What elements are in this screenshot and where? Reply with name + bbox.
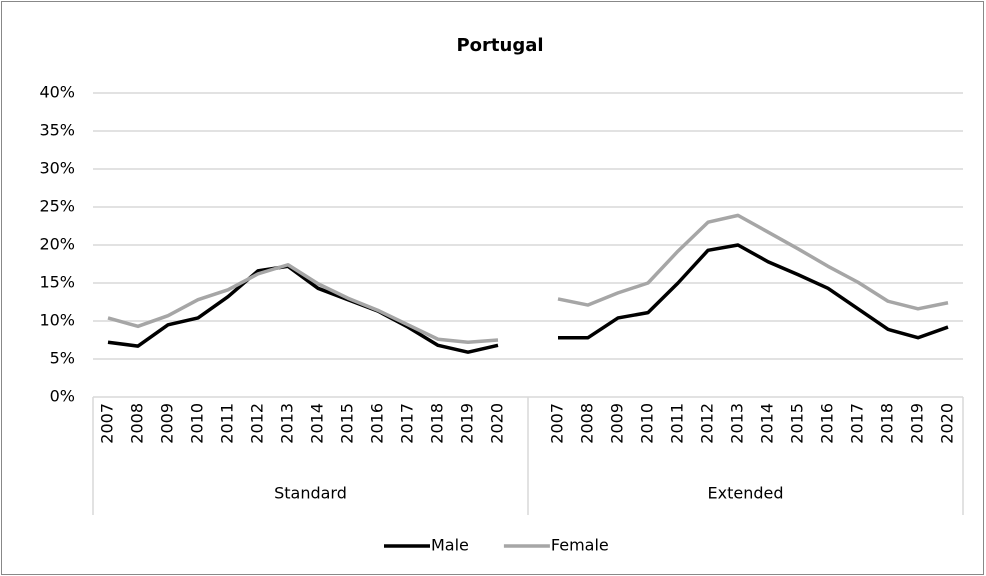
x-tick-label: 2017 bbox=[848, 403, 867, 444]
y-tick-label: 20% bbox=[39, 235, 75, 254]
x-tick-label: 2008 bbox=[128, 403, 147, 444]
x-tick-label: 2007 bbox=[98, 403, 117, 444]
y-tick-label: 10% bbox=[39, 311, 75, 330]
x-tick-label: 2012 bbox=[248, 403, 267, 444]
x-tick-label: 2013 bbox=[278, 403, 297, 444]
x-tick-label: 2011 bbox=[668, 403, 687, 444]
x-tick-label: 2015 bbox=[788, 403, 807, 444]
group-label: Standard bbox=[274, 484, 347, 503]
group-label: Extended bbox=[708, 484, 784, 503]
x-tick-label: 2018 bbox=[428, 403, 447, 444]
y-tick-label: 5% bbox=[50, 349, 75, 368]
x-tick-label: 2013 bbox=[728, 403, 747, 444]
x-tick-label: 2020 bbox=[488, 403, 507, 444]
x-tick-label: 2009 bbox=[158, 403, 177, 444]
x-tick-label: 2008 bbox=[578, 403, 597, 444]
legend-label: Male bbox=[431, 536, 469, 555]
x-tick-label: 2010 bbox=[188, 403, 207, 444]
y-tick-label: 35% bbox=[39, 121, 75, 140]
x-tick-label: 2012 bbox=[698, 403, 717, 444]
legend-label: Female bbox=[551, 536, 609, 555]
x-tick-label: 2014 bbox=[758, 403, 777, 444]
x-tick-label: 2020 bbox=[938, 403, 957, 444]
x-tick-label: 2007 bbox=[548, 403, 567, 444]
x-tick-label: 2016 bbox=[818, 403, 837, 444]
x-tick-label: 2011 bbox=[218, 403, 237, 444]
x-tick-label: 2014 bbox=[308, 403, 327, 444]
series-line bbox=[107, 213, 949, 345]
y-tick-label: 40% bbox=[39, 83, 75, 102]
x-tick-label: 2010 bbox=[638, 403, 657, 444]
x-tick-label: 2019 bbox=[908, 403, 927, 444]
y-tick-label: 25% bbox=[39, 197, 75, 216]
x-tick-label: 2018 bbox=[878, 403, 897, 444]
x-tick-label: 2015 bbox=[338, 403, 357, 444]
x-tick-label: 2009 bbox=[608, 403, 627, 444]
y-tick-label: 30% bbox=[39, 159, 75, 178]
y-tick-label: 15% bbox=[39, 273, 75, 292]
series-line bbox=[107, 243, 949, 354]
x-tick-label: 2016 bbox=[368, 403, 387, 444]
y-tick-label: 0% bbox=[50, 387, 75, 406]
x-tick-label: 2017 bbox=[398, 403, 417, 444]
x-tick-label: 2019 bbox=[458, 403, 477, 444]
chart-title: Portugal bbox=[456, 35, 543, 56]
